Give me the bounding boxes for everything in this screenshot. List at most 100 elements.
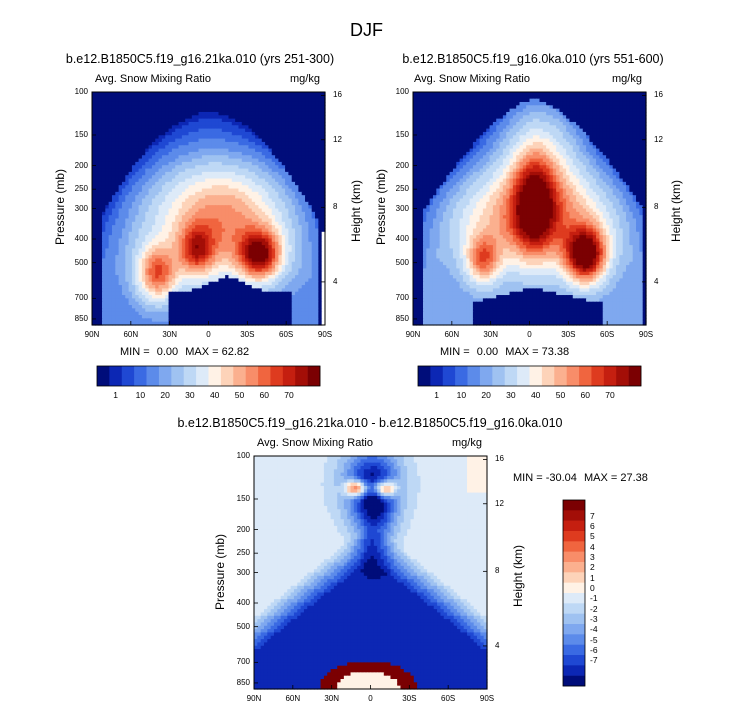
contour-cell	[258, 138, 263, 143]
contour-cell	[265, 195, 270, 200]
contour-cell	[118, 225, 123, 230]
contour-cell	[215, 145, 220, 150]
contour-cell	[185, 305, 190, 309]
contour-cell	[155, 255, 160, 260]
contour-cell	[161, 305, 166, 309]
contour-cell	[288, 228, 293, 233]
contour-cell	[301, 185, 306, 190]
contour-cell	[178, 111, 183, 116]
contour-cell	[285, 171, 289, 176]
contour-cell	[118, 131, 123, 136]
contour-cell	[318, 285, 323, 289]
contour-cell	[128, 315, 133, 319]
contour-cell	[95, 108, 100, 113]
contour-cell	[121, 171, 126, 176]
contour-cell	[128, 305, 133, 309]
contour-cell	[238, 271, 243, 276]
contour-cell	[158, 225, 163, 230]
contour-cell	[308, 151, 313, 156]
contour-cell	[261, 138, 266, 143]
contour-cell	[238, 261, 243, 266]
contour-cell	[258, 95, 263, 100]
contour-cell	[305, 161, 309, 166]
contour-cell	[215, 118, 220, 123]
contour-cell	[98, 295, 103, 299]
contour-cell	[268, 291, 273, 296]
contour-cell	[251, 158, 256, 163]
contour-cell	[201, 135, 206, 140]
contour-cell	[151, 175, 156, 180]
contour-cell	[171, 148, 176, 153]
contour-cell	[261, 221, 266, 226]
contour-cell	[205, 221, 210, 226]
contour-cell	[178, 195, 183, 200]
contour-cell	[301, 271, 306, 276]
contour-cell	[165, 251, 170, 256]
contour-cell	[161, 131, 166, 136]
contour-cell	[238, 181, 243, 186]
contour-cell	[108, 265, 113, 270]
contour-cell	[258, 195, 263, 200]
contour-cell	[215, 305, 220, 309]
contour-cell	[115, 148, 120, 153]
contour-cell	[321, 108, 326, 113]
contour-cell	[211, 158, 216, 163]
contour-cell	[311, 251, 316, 256]
contour-cell	[308, 141, 313, 146]
contour-cell	[148, 191, 153, 196]
contour-cell	[175, 315, 180, 319]
contour-cell	[245, 205, 250, 210]
contour-cell	[245, 181, 250, 186]
contour-cell	[221, 215, 226, 220]
contour-cell	[115, 285, 120, 289]
contour-cell	[215, 251, 220, 256]
contour-cell	[281, 238, 286, 243]
contour-cell	[138, 135, 143, 140]
contour-cell	[285, 318, 289, 323]
contour-cell	[108, 128, 113, 133]
contour-cell	[185, 181, 190, 186]
contour-cell	[301, 138, 306, 143]
contour-cell	[121, 275, 126, 279]
contour-cell	[258, 295, 263, 299]
contour-cell	[171, 278, 176, 283]
contour-cell	[148, 201, 153, 206]
contour-cell	[111, 125, 116, 130]
contour-cell	[295, 245, 299, 250]
contour-cell	[295, 95, 299, 100]
contour-cell	[251, 138, 256, 143]
contour-cell	[255, 128, 260, 133]
contour-cell	[318, 258, 323, 263]
contour-cell	[128, 125, 133, 130]
contour-cell	[258, 168, 263, 173]
contour-cell	[138, 231, 143, 236]
contour-cell	[228, 105, 233, 110]
contour-cell	[221, 98, 226, 103]
contour-cell	[268, 135, 273, 140]
contour-cell	[221, 228, 226, 233]
contour-cell	[235, 188, 240, 193]
contour-cell	[135, 278, 140, 283]
contour-cell	[211, 98, 216, 103]
contour-cell	[201, 208, 206, 213]
contour-cell	[285, 201, 289, 206]
contour-cell	[305, 258, 309, 263]
contour-cell	[161, 168, 166, 173]
contour-cell	[248, 261, 253, 266]
contour-cell	[101, 198, 106, 203]
contour-cell	[271, 95, 276, 100]
contour-cell	[241, 301, 246, 306]
contour-cell	[161, 115, 166, 120]
contour-cell	[191, 195, 196, 200]
contour-cell	[251, 188, 256, 193]
contour-cell	[175, 288, 180, 293]
contour-cell	[301, 218, 306, 223]
contour-cell	[151, 295, 156, 299]
contour-cell	[185, 138, 190, 143]
contour-cell	[318, 141, 323, 146]
contour-cell	[178, 231, 183, 236]
contour-cell	[141, 198, 146, 203]
contour-cell	[188, 178, 193, 183]
contour-cell	[128, 291, 133, 296]
contour-cell	[185, 248, 190, 253]
